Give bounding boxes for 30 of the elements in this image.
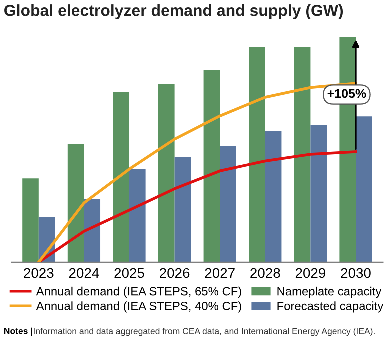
x-tick-label: 2030 [341, 268, 371, 278]
bar [158, 84, 175, 262]
bar [249, 47, 266, 262]
text: Information and data aggregated from CEA data, and International Energy Agency (IEA). [34, 328, 375, 336]
bar [220, 146, 236, 262]
x-tick-label: 2024 [69, 268, 100, 278]
bar [265, 131, 282, 262]
bar [22, 178, 39, 262]
x-tick-label: 2026 [160, 268, 190, 278]
bar [204, 70, 220, 262]
x-tick-label: 2023 [24, 268, 54, 278]
bar [113, 92, 130, 262]
x-tick-label: 2029 [296, 268, 326, 278]
bar [84, 199, 101, 262]
bar [174, 157, 192, 262]
legend-label: Forecasted capacity [278, 302, 384, 313]
text: Notes | [4, 328, 32, 336]
bar [356, 116, 372, 262]
legend-label: Annual demand (IEA STEPS, 65% CF) [36, 286, 242, 298]
bar [68, 144, 84, 262]
bar [130, 169, 146, 262]
annotation: +105% [328, 89, 366, 98]
x-tick-label: 2025 [114, 268, 144, 278]
legend-label: Annual demand (IEA STEPS, 40% CF) [36, 302, 242, 313]
x-tick-label: 2027 [205, 268, 235, 278]
legend-label: Nameplate capacity [278, 286, 382, 298]
chart-title: Global electrolyzer demand and supply (GW) [4, 4, 344, 20]
x-tick-label: 2028 [250, 268, 280, 278]
bar [294, 47, 311, 262]
bar [310, 125, 328, 262]
